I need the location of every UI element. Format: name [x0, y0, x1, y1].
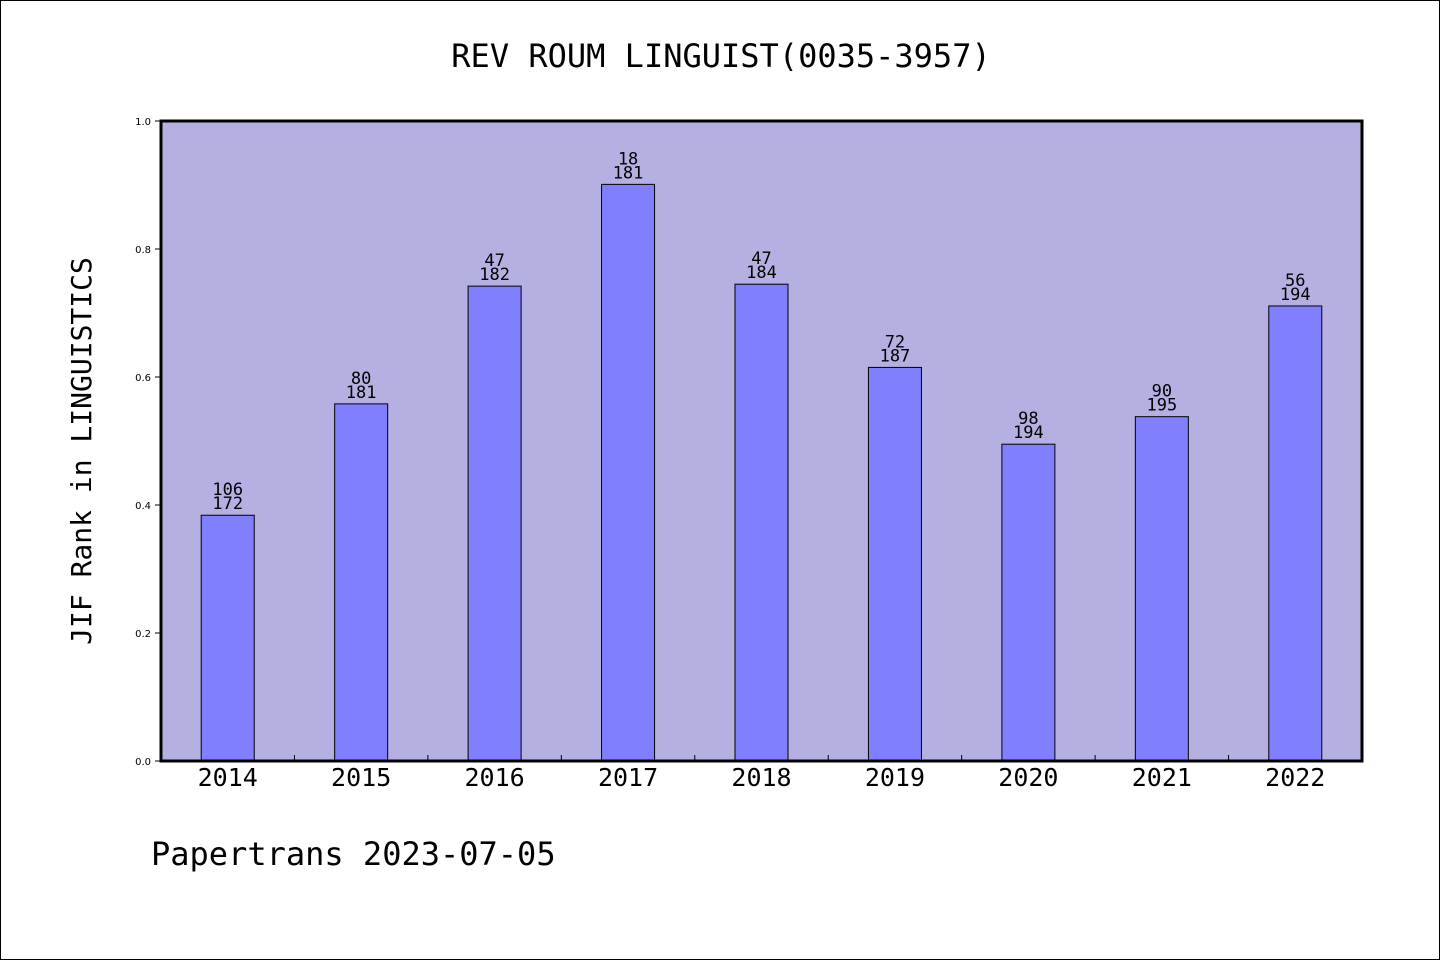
bar-total-label: 184	[746, 263, 777, 283]
bar-2014	[200, 514, 255, 762]
plot-border	[159, 119, 1364, 763]
bar-total-label: 194	[1280, 285, 1311, 305]
x-tick-label: 2020	[998, 763, 1058, 792]
bar-rank-label: 47	[751, 249, 771, 269]
x-axis: 2014 2015 2016 2017 2018 2019 2020 2021 2022	[198, 755, 1325, 792]
chart-title: REV ROUM LINGUIST(0035-3957)	[451, 37, 990, 75]
x-tick-label: 2021	[1132, 763, 1192, 792]
y-tick-label: 0.0	[135, 757, 151, 768]
y-axis: 0.0 0.2 0.4 0.6 0.8 1.0	[135, 117, 161, 768]
bar-total-label: 181	[613, 163, 644, 183]
bar-2021	[1134, 416, 1189, 762]
x-tick-label: 2019	[865, 763, 925, 792]
y-tick-label: 0.6	[135, 373, 151, 384]
bar-total-label: 195	[1146, 396, 1177, 416]
x-tick-label: 2014	[198, 763, 258, 792]
bar-total-label: 181	[346, 383, 377, 403]
bars-group	[200, 183, 1323, 762]
footer-credit: Papertrans 2023-07-05	[151, 835, 556, 873]
bar-rank-label: 47	[484, 251, 504, 271]
x-tick-label: 2017	[598, 763, 658, 792]
bar-total-label: 187	[880, 346, 911, 366]
x-tick-label: 2016	[465, 763, 525, 792]
bar-2018	[734, 283, 789, 762]
bar-2017	[601, 183, 656, 762]
bar-rank-label: 72	[885, 332, 905, 352]
x-tick-label: 2018	[731, 763, 791, 792]
y-axis-label: JIF Rank in LINGUISTICS	[65, 257, 98, 645]
y-tick-label: 0.2	[135, 629, 151, 640]
bar-total-label: 194	[1013, 423, 1044, 443]
bar-rank-label: 80	[351, 369, 371, 389]
x-tick-label: 2022	[1265, 763, 1325, 792]
bar-total-label: 172	[212, 494, 243, 514]
bar-2020	[1001, 443, 1056, 762]
y-tick-label: 0.8	[135, 245, 151, 256]
y-tick-label: 1.0	[135, 117, 151, 128]
bar-labels-group: 1061728018147182181814718472187981949019…	[212, 149, 1310, 514]
bar-rank-label: 56	[1285, 271, 1305, 291]
bar-rank-label: 98	[1018, 409, 1038, 429]
bar-2022	[1268, 305, 1323, 762]
y-tick-label: 0.4	[135, 501, 151, 512]
x-tick-label: 2015	[331, 763, 391, 792]
bar-rank-label: 90	[1152, 382, 1172, 402]
bar-2015	[334, 403, 389, 762]
bar-total-label: 182	[479, 265, 510, 285]
bar-rank-label: 106	[212, 480, 243, 500]
bar-rank-label: 18	[618, 149, 638, 169]
bar-2016	[467, 285, 522, 762]
bar-2019	[867, 366, 922, 762]
